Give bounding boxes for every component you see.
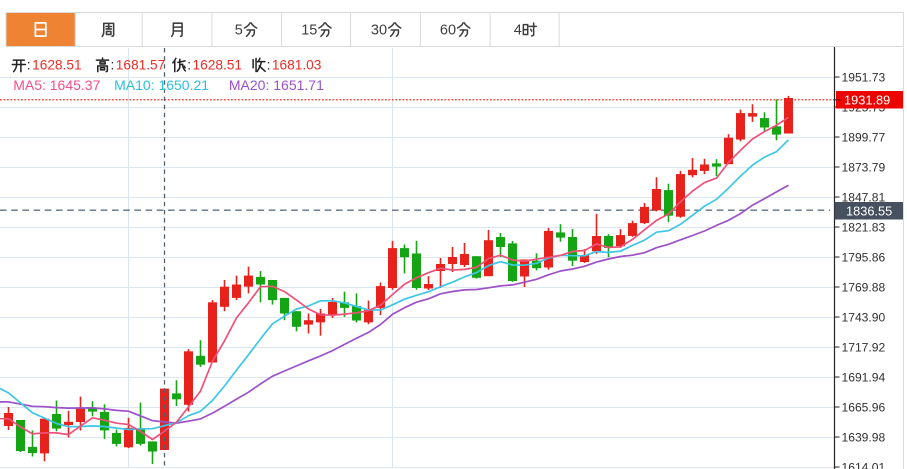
svg-text:1931.89: 1931.89: [844, 92, 890, 107]
svg-text:60: 60: [440, 23, 456, 39]
svg-text:1795.86: 1795.86: [842, 250, 886, 264]
svg-text:1836.55: 1836.55: [846, 203, 892, 218]
svg-text:1681.03: 1681.03: [272, 58, 322, 73]
svg-text:1847.81: 1847.81: [842, 190, 886, 204]
svg-text:1639.98: 1639.98: [842, 430, 886, 444]
svg-text:30: 30: [371, 23, 387, 39]
svg-text:1665.96: 1665.96: [842, 400, 886, 414]
svg-text::: :: [27, 58, 31, 73]
svg-text:1951.73: 1951.73: [842, 70, 886, 84]
svg-text:5: 5: [235, 23, 243, 39]
svg-text:MA20: 1651.71: MA20: 1651.71: [229, 77, 324, 93]
svg-text:1873.79: 1873.79: [842, 160, 886, 174]
svg-text::: :: [267, 58, 271, 73]
svg-text:1717.92: 1717.92: [842, 340, 886, 354]
svg-text:MA10: 1650.21: MA10: 1650.21: [114, 77, 209, 93]
svg-text:MA5: 1645.37: MA5: 1645.37: [13, 77, 100, 93]
svg-text::: :: [111, 58, 115, 73]
svg-text::: :: [187, 58, 191, 73]
svg-text:1691.94: 1691.94: [842, 370, 886, 384]
svg-text:1681.57: 1681.57: [116, 58, 165, 73]
svg-text:15: 15: [301, 23, 317, 39]
svg-text:1743.90: 1743.90: [842, 310, 886, 324]
svg-text:1614.01: 1614.01: [842, 460, 886, 469]
svg-text:4: 4: [514, 23, 522, 39]
svg-text:1899.77: 1899.77: [842, 130, 886, 144]
svg-text:1628.51: 1628.51: [32, 58, 81, 73]
svg-text:1628.51: 1628.51: [193, 58, 242, 73]
svg-text:1769.88: 1769.88: [842, 280, 886, 294]
svg-text:1821.83: 1821.83: [842, 220, 886, 234]
